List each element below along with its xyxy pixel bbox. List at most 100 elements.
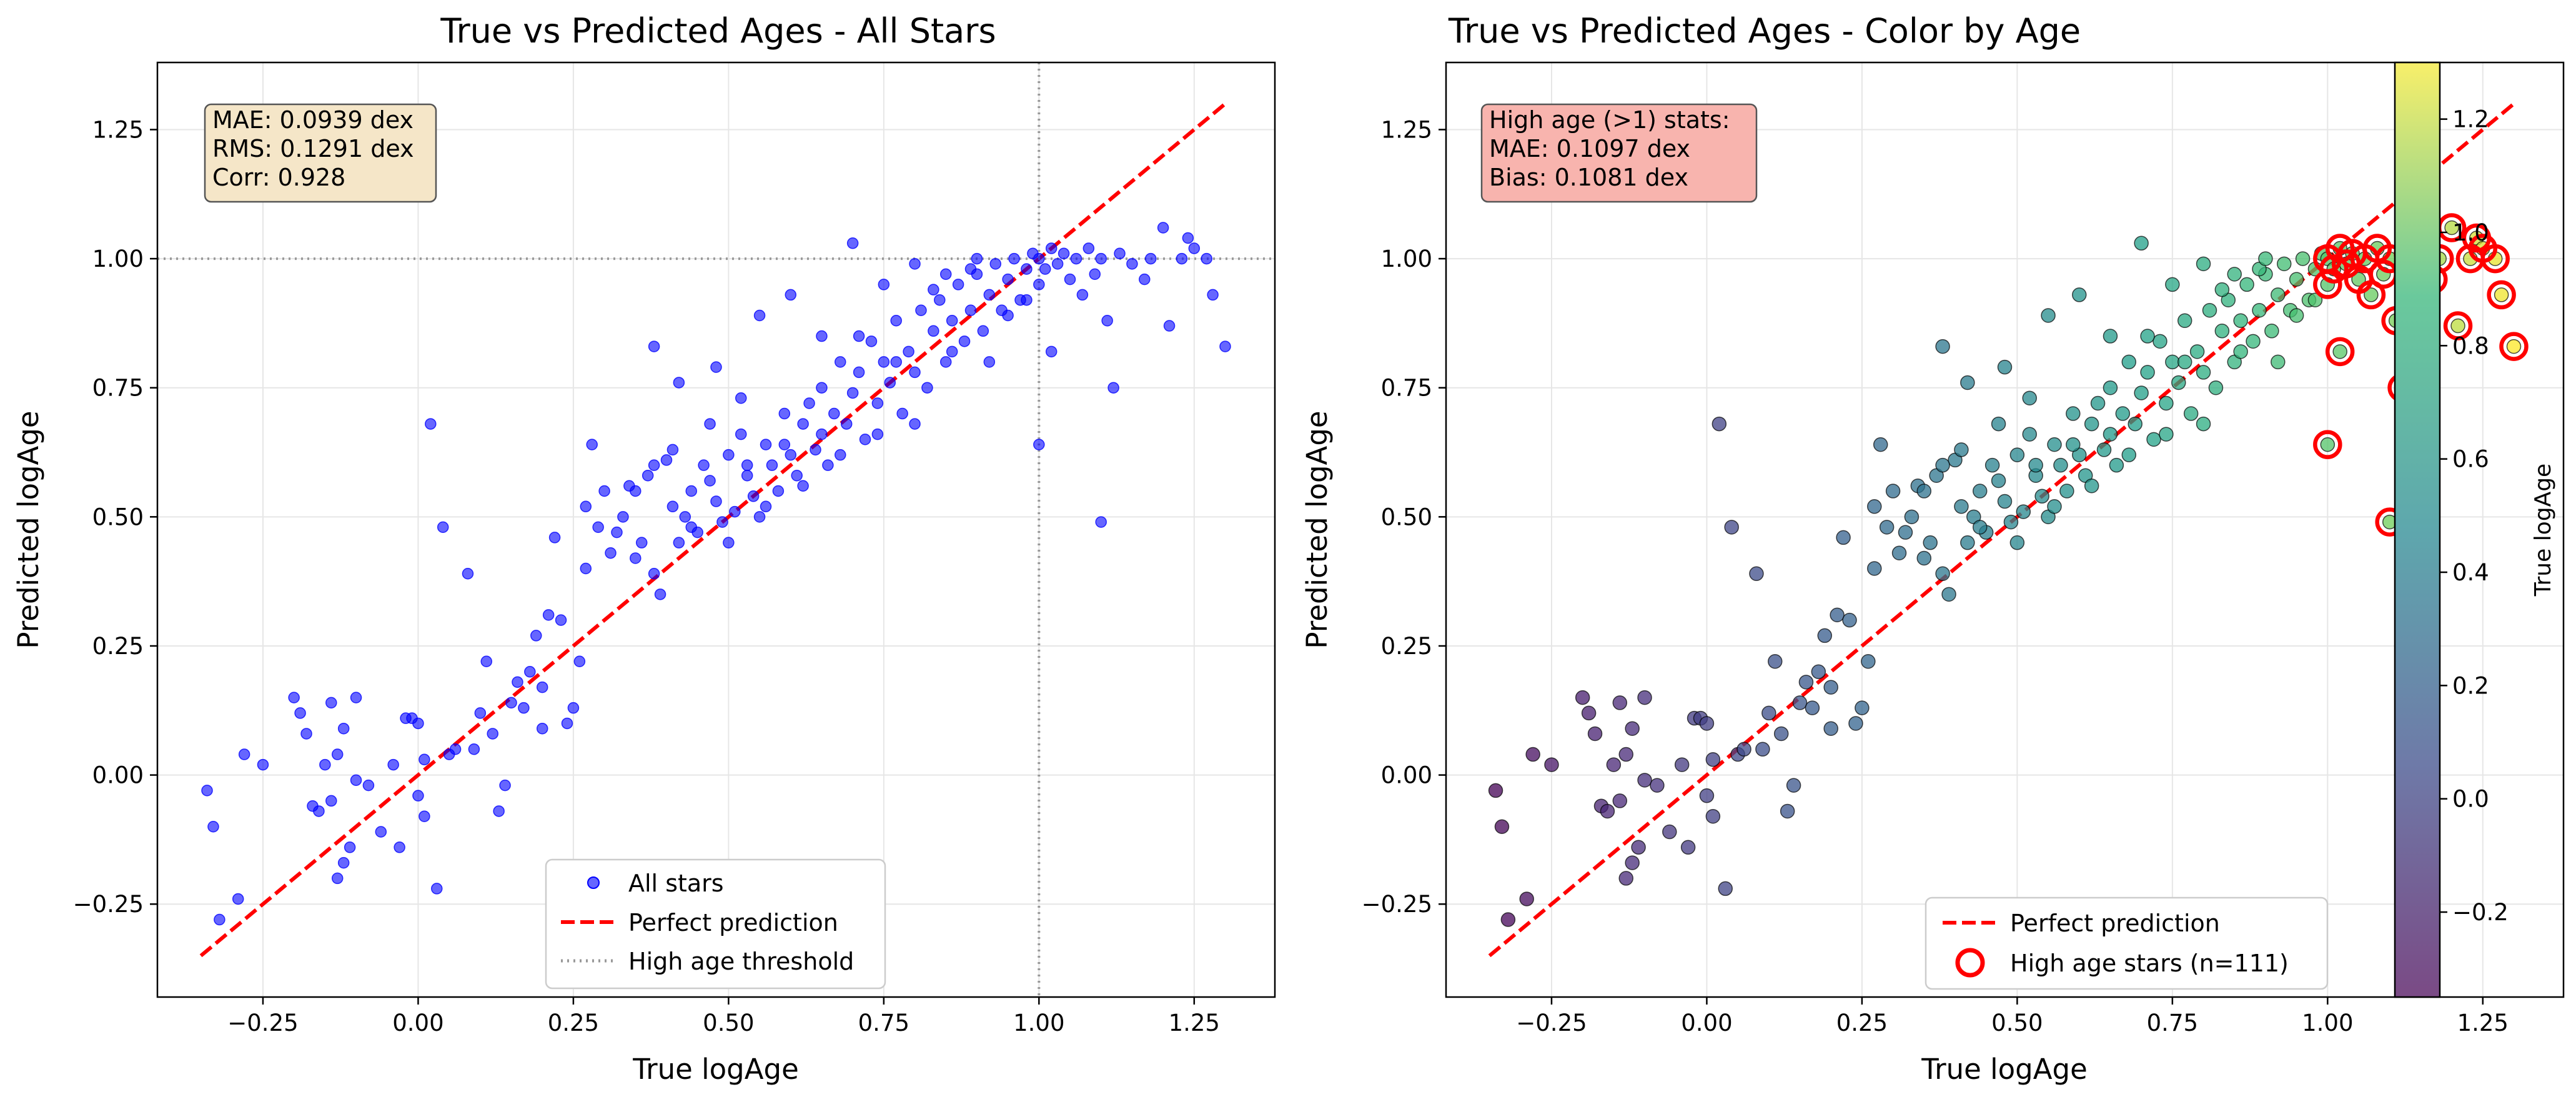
scatter-point (1095, 252, 1107, 265)
legend-label-high-age-stars: High age stars (n=111) (2010, 950, 2289, 977)
left-legend-box (545, 858, 886, 990)
scatter-point (480, 655, 493, 668)
scatter-point (425, 418, 437, 430)
scatter-point (685, 521, 697, 534)
legend-label-perfect-prediction-right: Perfect prediction (2010, 910, 2220, 937)
scatter-point (2208, 380, 2224, 395)
scatter-point (1064, 273, 1076, 285)
scatter-point (2103, 380, 2118, 395)
scatter-point (1002, 273, 1014, 285)
colorbar-label: True logAge (2530, 464, 2556, 597)
scatter-point (934, 294, 946, 306)
right-legend-box (1925, 896, 2329, 990)
scatter-point (648, 568, 660, 580)
scatter-point (2252, 302, 2267, 318)
scatter-point (362, 779, 375, 792)
scatter-point (1625, 721, 1640, 736)
scatter-point (1811, 664, 1826, 680)
right-y-axis-label: Predicted logAge (1300, 410, 1334, 648)
scatter-point (2494, 287, 2509, 302)
y-tick-label: 0.50 (1381, 504, 1432, 530)
scatter-point (1519, 891, 1534, 906)
x-tick-label: 0.25 (1836, 1010, 1888, 1036)
scatter-point (493, 805, 505, 817)
scatter-point (1960, 535, 1975, 550)
scatter-point (1984, 457, 2000, 473)
scatter-point (2140, 365, 2155, 380)
scatter-point (915, 304, 927, 316)
x-tick-label: 1.25 (1169, 1010, 1220, 1036)
y-tick-label: −0.25 (1362, 891, 1432, 918)
scatter-point (2066, 437, 2081, 452)
x-tick-label: −0.25 (227, 1010, 298, 1036)
scatter-point (1182, 232, 1194, 244)
scatter-point (1960, 375, 1975, 390)
scatter-point (630, 485, 642, 497)
x-tick-label: 1.25 (2457, 1010, 2509, 1036)
scatter-point (635, 537, 648, 549)
legend-label-all-stars: All stars (628, 870, 724, 897)
scatter-point (946, 315, 958, 327)
scatter-point (1637, 690, 1652, 705)
scatter-point (394, 841, 405, 853)
scatter-point (2196, 365, 2211, 380)
scatter-point (2159, 395, 2174, 411)
right-ticks: −0.25 0.00 0.25 0.50 0.75 1.00 1.25 −0.25 0.00 0.… (1362, 116, 2509, 1036)
scatter-point (760, 500, 772, 513)
y-tick-label: 0.00 (92, 762, 144, 789)
scatter-point (375, 826, 387, 838)
scatter-point (350, 774, 362, 787)
x-tick-label: 0.50 (1991, 1010, 2043, 1036)
scatter-point (1163, 320, 1176, 332)
scatter-point (257, 758, 269, 771)
scatter-point (232, 893, 244, 905)
scatter-point (1207, 289, 1219, 301)
colorbar-tick-label: −0.2 (2452, 899, 2509, 926)
x-tick-label: 0.75 (858, 1010, 909, 1036)
scatter-point (2084, 478, 2099, 494)
scatter-point (2332, 344, 2347, 359)
scatter-point (1002, 309, 1014, 322)
scatter-point (518, 702, 530, 714)
scatter-point (1089, 268, 1101, 280)
scatter-point (1941, 587, 1956, 602)
scatter-point (2295, 251, 2311, 266)
scatter-point (630, 552, 642, 564)
scatter-point (288, 692, 300, 703)
scatter-point (1033, 252, 1045, 265)
scatter-point (1008, 252, 1020, 265)
scatter-point (952, 279, 964, 290)
scatter-point (747, 490, 760, 502)
scatter-point (1836, 530, 1851, 545)
x-tick-label: 1.00 (2302, 1010, 2353, 1036)
scatter-point (2202, 302, 2217, 318)
high-age-ring (2325, 337, 2355, 367)
scatter-point (1650, 778, 1665, 793)
legend-label-high-age-threshold: High age threshold (628, 948, 854, 975)
scatter-point (2271, 287, 2286, 302)
left-grid (157, 62, 1275, 997)
scatter-point (816, 382, 828, 394)
scatter-point (1600, 803, 1615, 819)
scatter-point (766, 459, 778, 471)
scatter-point (437, 521, 449, 534)
scatter-point (871, 397, 884, 409)
scatter-point (853, 330, 865, 342)
scatter-point (2090, 395, 2106, 411)
scatter-point (1525, 747, 1540, 762)
scatter-point (1680, 840, 1696, 855)
scatter-point (592, 521, 604, 534)
scatter-point (567, 702, 580, 714)
right-scatter-points (1488, 220, 2522, 927)
scatter-point (1618, 747, 1633, 762)
scatter-point (2246, 334, 2261, 349)
scatter-point (2177, 313, 2192, 329)
scatter-point (1768, 654, 1783, 669)
x-tick-label: 0.00 (1681, 1010, 1732, 1036)
scatter-point (1792, 695, 1808, 710)
colorbar-tick-label: 0.4 (2452, 559, 2489, 586)
scatter-point (2165, 354, 2180, 370)
scatter-point (1051, 258, 1064, 270)
scatter-point (753, 309, 766, 322)
scatter-point (785, 449, 797, 461)
